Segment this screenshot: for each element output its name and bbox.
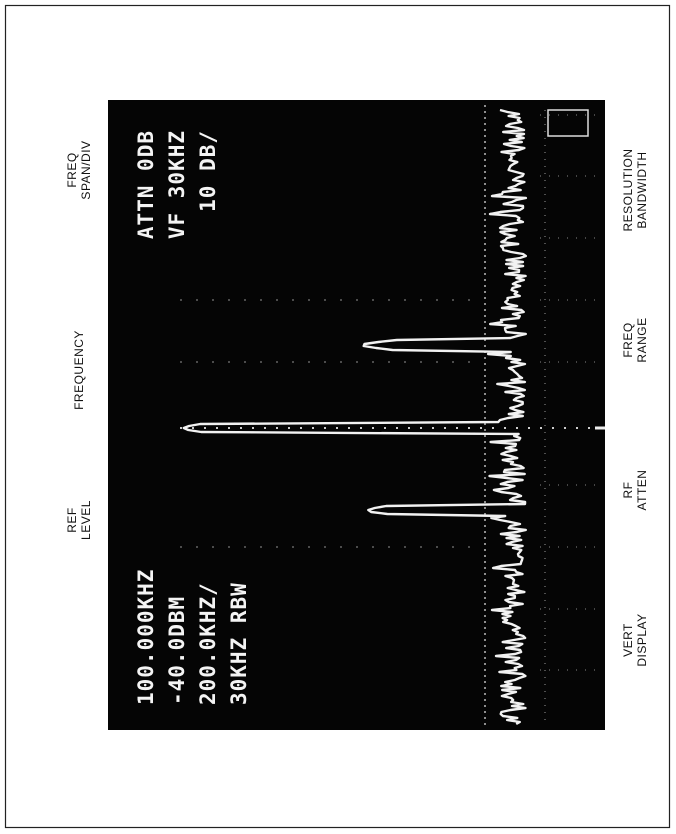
control-label: ATTEN: [635, 470, 649, 511]
control-label: VERT: [621, 623, 635, 657]
readout: 100.000KHZ: [134, 569, 158, 705]
control-label: RF: [621, 482, 635, 499]
control-label: FREQ: [621, 322, 635, 357]
readout: 10 DB/: [196, 130, 220, 212]
control-label: LEVEL: [79, 500, 93, 540]
readout: VF 30KHZ: [165, 130, 189, 239]
control-label: REF: [65, 507, 79, 533]
control-label: FREQUENCY: [72, 330, 86, 410]
control-label: DISPLAY: [635, 613, 649, 666]
readout: -40.0DBM: [165, 596, 189, 705]
readout: 30KHZ RBW: [227, 582, 251, 705]
readout: ATTN 0DB: [134, 130, 158, 239]
control-label: RANGE: [635, 317, 649, 362]
control-label: FREQ: [65, 152, 79, 187]
control-label: RESOLUTION: [621, 148, 635, 231]
readout: 200.0KHZ/: [196, 582, 220, 705]
control-label: SPAN/DIV: [79, 140, 93, 199]
figure: REFLEVELFREQUENCYFREQSPAN/DIVVERTDISPLAY…: [0, 0, 676, 834]
page: {"labels": { "top": [ {"lines": ["REF", …: [0, 0, 676, 834]
control-label: BANDWIDTH: [635, 151, 649, 228]
